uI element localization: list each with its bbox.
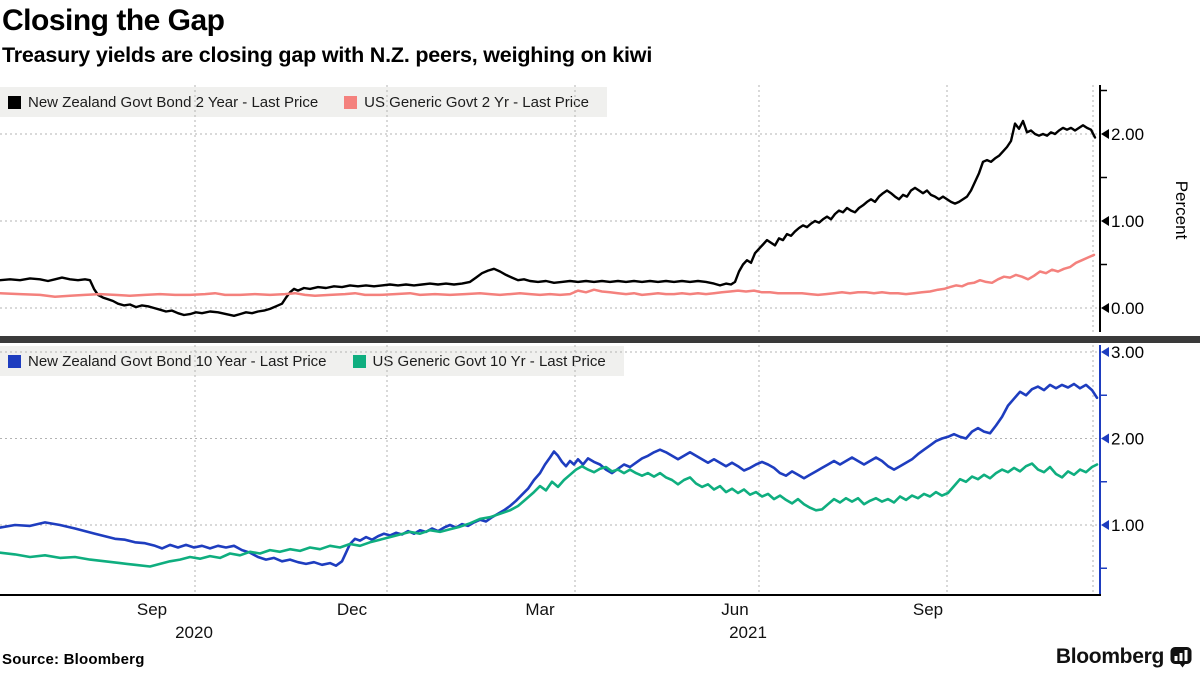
y-tick-label: 0.00 xyxy=(1111,299,1144,318)
series-line xyxy=(0,119,1097,318)
x-tick-year-label: 2021 xyxy=(729,623,767,642)
y-tick-label: 1.00 xyxy=(1111,212,1144,231)
x-tick-month-label: Sep xyxy=(136,600,168,619)
tick-arrow-icon xyxy=(1101,347,1109,357)
y-axis xyxy=(1099,345,1107,595)
tick-arrow-icon xyxy=(1101,129,1109,139)
tick-arrow-icon xyxy=(1101,216,1109,226)
bloomberg-wordmark: Bloomberg xyxy=(1055,645,1164,668)
y-tick-label: 2.00 xyxy=(1111,125,1144,144)
y-tick-label: 1.00 xyxy=(1111,516,1144,535)
page-title: Closing the Gap xyxy=(2,4,225,37)
panel-separator xyxy=(0,336,1200,343)
y-tick-label: 2.00 xyxy=(1111,430,1144,449)
legend-item: US Generic Govt 2 Yr - Last Price xyxy=(344,94,589,111)
x-tick-month-label: Jun xyxy=(721,600,749,619)
tick-arrow-icon xyxy=(1101,433,1109,444)
series-line xyxy=(0,382,1099,567)
legend-item: New Zealand Govt Bond 10 Year - Last Pri… xyxy=(8,353,327,370)
legend-label: New Zealand Govt Bond 10 Year - Last Pri… xyxy=(28,352,327,370)
legend-item: US Generic Govt 10 Yr - Last Price xyxy=(352,352,606,370)
page-subtitle: Treasury yields are closing gap with N.Z… xyxy=(2,43,653,67)
series-line xyxy=(0,462,1099,568)
bar-chart-badge-icon xyxy=(1170,647,1192,668)
tick-arrow-icon xyxy=(1101,303,1109,313)
legend-swatch-icon xyxy=(352,354,366,368)
legend-label: US Generic Govt 10 Yr - Last Price xyxy=(372,352,606,370)
y-tick-label: 3.00 xyxy=(1111,343,1144,362)
x-tick-month-label: Mar xyxy=(525,600,555,619)
tick-arrow-icon xyxy=(1101,520,1109,530)
legend-label: US Generic Govt 2 Yr - Last Price xyxy=(364,93,589,111)
gridlines xyxy=(0,345,1100,595)
bloomberg-logo: Bloomberg xyxy=(1056,645,1192,669)
x-tick-month-label: Sep xyxy=(912,600,944,619)
x-tick-month-label: Dec xyxy=(336,600,368,619)
source-attribution: Source: Bloomberg xyxy=(2,651,145,668)
legend-swatch-icon xyxy=(8,95,21,109)
chart-2yr-plot: 2.00 1.00 0.00 Percent xyxy=(0,85,1191,332)
x-tick-year-label: 2020 xyxy=(175,623,213,642)
legend-label: New Zealand Govt Bond 2 Year - Last Pric… xyxy=(28,93,319,111)
y-axis-title: Percent xyxy=(1172,181,1191,240)
y-axis xyxy=(1099,85,1107,332)
legend-swatch-icon xyxy=(344,95,358,109)
legend-2yr: New Zealand Govt Bond 2 Year - Last Pric… xyxy=(0,87,607,117)
legend-10yr: New Zealand Govt Bond 10 Year - Last Pri… xyxy=(0,346,624,376)
chart-10yr-plot: 3.00 2.00 1.00 xyxy=(0,343,1144,596)
legend-swatch-icon xyxy=(8,354,21,368)
series-line xyxy=(0,253,1096,298)
legend-item: New Zealand Govt Bond 2 Year - Last Pric… xyxy=(8,94,318,111)
gridlines xyxy=(0,85,1100,332)
